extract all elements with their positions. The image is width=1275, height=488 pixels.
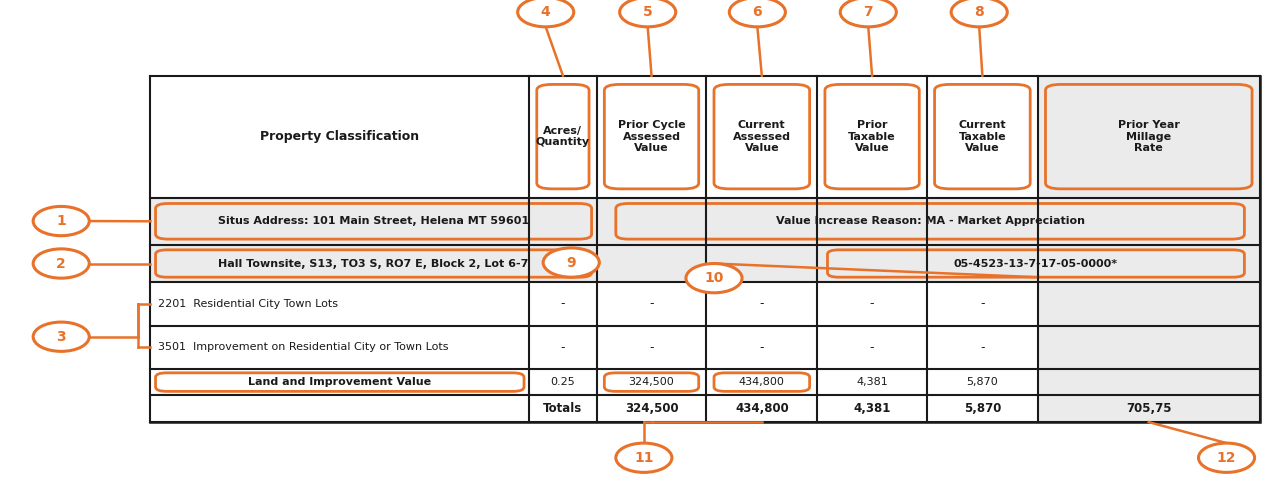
Text: 5: 5 bbox=[643, 5, 653, 19]
Text: -: - bbox=[561, 298, 565, 310]
FancyBboxPatch shape bbox=[604, 84, 699, 189]
Text: 3: 3 bbox=[56, 330, 66, 344]
Text: -: - bbox=[649, 341, 654, 354]
FancyBboxPatch shape bbox=[156, 203, 592, 239]
Text: 324,500: 324,500 bbox=[629, 377, 674, 387]
Text: 705,75: 705,75 bbox=[1126, 402, 1172, 415]
FancyBboxPatch shape bbox=[597, 76, 706, 198]
Text: 1: 1 bbox=[56, 214, 66, 228]
Text: 12: 12 bbox=[1216, 451, 1237, 465]
Text: 11: 11 bbox=[634, 451, 654, 465]
FancyBboxPatch shape bbox=[150, 198, 1260, 245]
FancyBboxPatch shape bbox=[150, 282, 1260, 326]
FancyBboxPatch shape bbox=[935, 84, 1030, 189]
Text: -: - bbox=[980, 341, 984, 354]
FancyBboxPatch shape bbox=[714, 84, 810, 189]
Text: 9: 9 bbox=[566, 256, 576, 269]
Ellipse shape bbox=[620, 0, 676, 27]
Text: -: - bbox=[870, 341, 875, 354]
FancyBboxPatch shape bbox=[1038, 282, 1260, 326]
FancyBboxPatch shape bbox=[150, 326, 1260, 369]
Text: -: - bbox=[561, 341, 565, 354]
Text: Prior Cycle
Assessed
Value: Prior Cycle Assessed Value bbox=[617, 120, 686, 153]
Text: 2201  Residential City Town Lots: 2201 Residential City Town Lots bbox=[158, 299, 338, 309]
Text: Hall Townsite, S13, TO3 S, RO7 E, Block 2, Lot 6-7: Hall Townsite, S13, TO3 S, RO7 E, Block … bbox=[218, 259, 529, 268]
Text: Land and Improvement Value: Land and Improvement Value bbox=[249, 377, 431, 387]
FancyBboxPatch shape bbox=[827, 250, 1244, 277]
Text: 8: 8 bbox=[974, 5, 984, 19]
Ellipse shape bbox=[543, 248, 599, 277]
FancyBboxPatch shape bbox=[1038, 76, 1260, 198]
Ellipse shape bbox=[686, 264, 742, 293]
Text: 4: 4 bbox=[541, 5, 551, 19]
Text: -: - bbox=[760, 341, 764, 354]
Ellipse shape bbox=[951, 0, 1007, 27]
Text: Property Classification: Property Classification bbox=[260, 130, 419, 143]
Text: 434,800: 434,800 bbox=[734, 402, 789, 415]
FancyBboxPatch shape bbox=[156, 373, 524, 391]
Text: 7: 7 bbox=[863, 5, 873, 19]
Text: Current
Taxable
Value: Current Taxable Value bbox=[959, 120, 1006, 153]
FancyBboxPatch shape bbox=[1046, 84, 1252, 189]
FancyBboxPatch shape bbox=[537, 84, 589, 189]
Text: Prior Year
Millage
Rate: Prior Year Millage Rate bbox=[1118, 120, 1179, 153]
FancyBboxPatch shape bbox=[604, 373, 699, 391]
Text: Totals: Totals bbox=[543, 402, 583, 415]
FancyBboxPatch shape bbox=[1038, 395, 1260, 422]
Text: -: - bbox=[760, 298, 764, 310]
Text: Acres/
Quantity: Acres/ Quantity bbox=[536, 126, 590, 147]
Text: Situs Address: 101 Main Street, Helena MT 59601: Situs Address: 101 Main Street, Helena M… bbox=[218, 216, 529, 226]
Text: 5,870: 5,870 bbox=[966, 377, 998, 387]
FancyBboxPatch shape bbox=[150, 395, 1260, 422]
Text: 4,381: 4,381 bbox=[853, 402, 891, 415]
FancyBboxPatch shape bbox=[150, 76, 1260, 422]
FancyBboxPatch shape bbox=[1038, 326, 1260, 369]
FancyBboxPatch shape bbox=[825, 84, 919, 189]
Text: Current
Assessed
Value: Current Assessed Value bbox=[733, 120, 790, 153]
Text: 05-4523-13-7-17-05-0000*: 05-4523-13-7-17-05-0000* bbox=[954, 259, 1118, 268]
Text: -: - bbox=[980, 298, 984, 310]
Ellipse shape bbox=[33, 322, 89, 351]
Text: 434,800: 434,800 bbox=[740, 377, 784, 387]
Ellipse shape bbox=[616, 443, 672, 472]
FancyBboxPatch shape bbox=[150, 245, 1260, 282]
FancyBboxPatch shape bbox=[927, 76, 1038, 198]
FancyBboxPatch shape bbox=[150, 76, 529, 198]
Ellipse shape bbox=[1198, 443, 1255, 472]
Text: 0.25: 0.25 bbox=[551, 377, 575, 387]
Ellipse shape bbox=[729, 0, 785, 27]
Text: -: - bbox=[870, 298, 875, 310]
FancyBboxPatch shape bbox=[529, 76, 597, 198]
Text: 2: 2 bbox=[56, 257, 66, 270]
FancyBboxPatch shape bbox=[817, 76, 927, 198]
Ellipse shape bbox=[518, 0, 574, 27]
FancyBboxPatch shape bbox=[714, 373, 810, 391]
Text: Value Increase Reason: MA - Market Appreciation: Value Increase Reason: MA - Market Appre… bbox=[775, 216, 1085, 226]
Ellipse shape bbox=[840, 0, 896, 27]
Ellipse shape bbox=[33, 206, 89, 236]
FancyBboxPatch shape bbox=[706, 76, 817, 198]
Text: Prior
Taxable
Value: Prior Taxable Value bbox=[848, 120, 896, 153]
Text: 3501  Improvement on Residential City or Town Lots: 3501 Improvement on Residential City or … bbox=[158, 343, 449, 352]
Text: 324,500: 324,500 bbox=[625, 402, 678, 415]
Text: 6: 6 bbox=[752, 5, 762, 19]
FancyBboxPatch shape bbox=[1038, 369, 1260, 395]
FancyBboxPatch shape bbox=[616, 203, 1244, 239]
Text: 10: 10 bbox=[704, 271, 724, 285]
Text: -: - bbox=[649, 298, 654, 310]
Ellipse shape bbox=[33, 249, 89, 278]
Text: 4,381: 4,381 bbox=[857, 377, 887, 387]
Text: 5,870: 5,870 bbox=[964, 402, 1001, 415]
FancyBboxPatch shape bbox=[150, 369, 1260, 395]
FancyBboxPatch shape bbox=[156, 250, 592, 277]
